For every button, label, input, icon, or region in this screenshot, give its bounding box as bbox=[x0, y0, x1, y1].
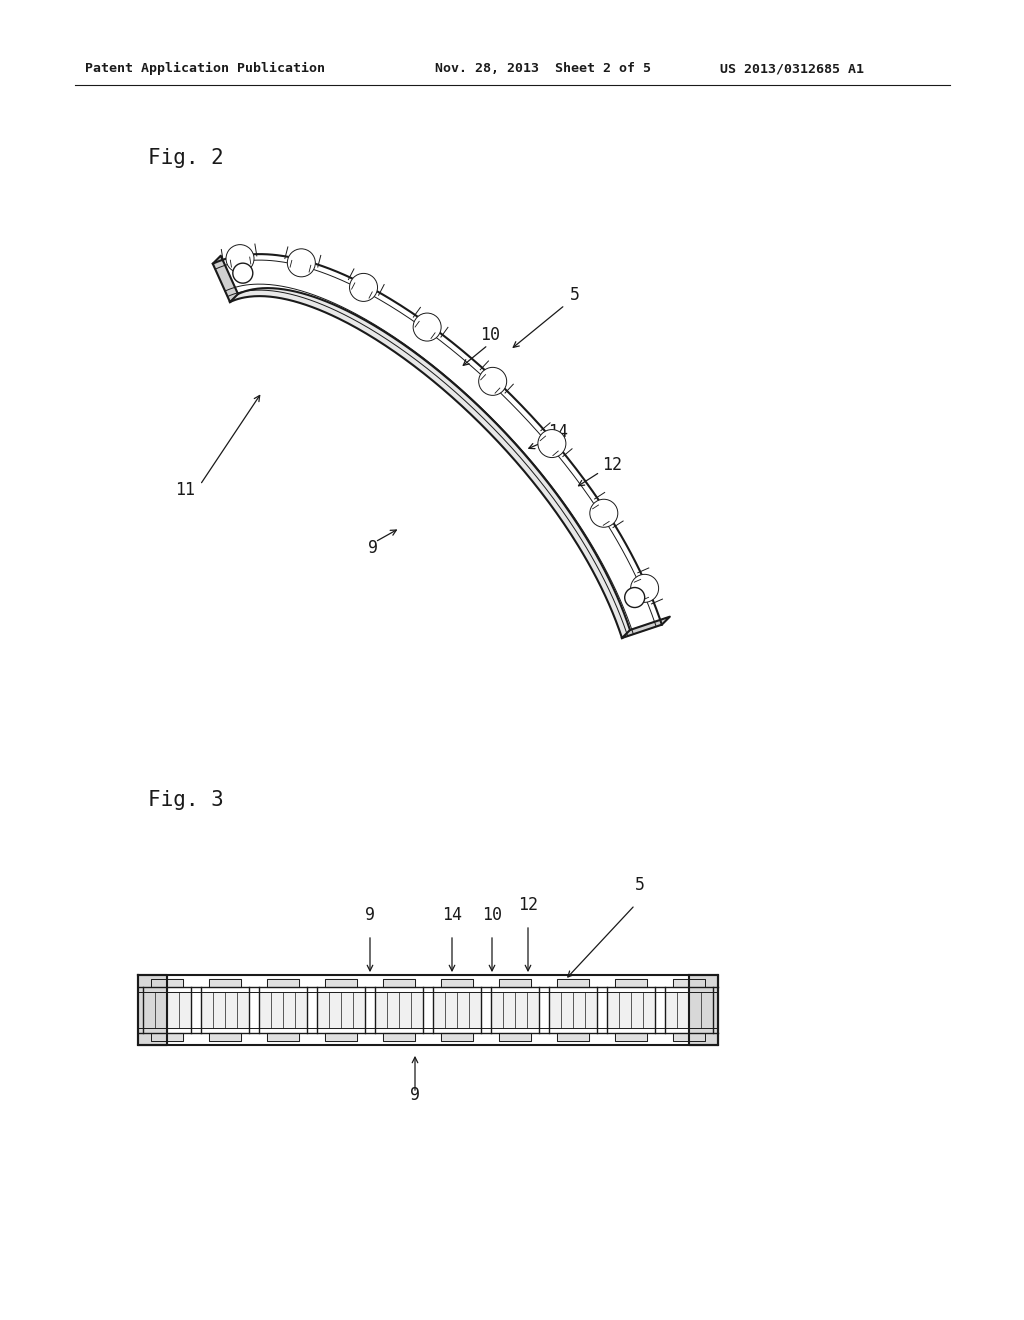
Polygon shape bbox=[138, 975, 167, 1045]
Polygon shape bbox=[606, 993, 655, 1028]
Circle shape bbox=[631, 574, 658, 602]
Circle shape bbox=[625, 587, 645, 607]
Polygon shape bbox=[152, 979, 183, 987]
Polygon shape bbox=[383, 979, 415, 987]
Polygon shape bbox=[213, 256, 238, 302]
Polygon shape bbox=[209, 1034, 241, 1040]
Polygon shape bbox=[673, 1034, 705, 1040]
Text: 14: 14 bbox=[548, 422, 568, 441]
Text: Patent Application Publication: Patent Application Publication bbox=[85, 62, 325, 75]
Polygon shape bbox=[142, 993, 191, 1028]
Circle shape bbox=[538, 429, 566, 458]
Circle shape bbox=[349, 273, 378, 301]
Polygon shape bbox=[499, 1034, 531, 1040]
Polygon shape bbox=[622, 616, 670, 638]
Polygon shape bbox=[615, 1034, 647, 1040]
Text: 12: 12 bbox=[602, 455, 622, 474]
Text: Fig. 2: Fig. 2 bbox=[148, 148, 224, 168]
Polygon shape bbox=[259, 993, 307, 1028]
Text: 9: 9 bbox=[368, 539, 378, 557]
Text: Nov. 28, 2013  Sheet 2 of 5: Nov. 28, 2013 Sheet 2 of 5 bbox=[435, 62, 651, 75]
Polygon shape bbox=[152, 1034, 183, 1040]
Polygon shape bbox=[375, 993, 423, 1028]
Text: 10: 10 bbox=[480, 326, 500, 345]
Polygon shape bbox=[201, 993, 250, 1028]
Text: 5: 5 bbox=[570, 286, 580, 304]
Polygon shape bbox=[209, 979, 241, 987]
Polygon shape bbox=[549, 993, 597, 1028]
Polygon shape bbox=[665, 993, 714, 1028]
Polygon shape bbox=[325, 979, 357, 987]
Text: 11: 11 bbox=[175, 480, 195, 499]
Polygon shape bbox=[689, 975, 718, 1045]
Polygon shape bbox=[441, 1034, 473, 1040]
Polygon shape bbox=[441, 979, 473, 987]
Polygon shape bbox=[325, 1034, 357, 1040]
Circle shape bbox=[288, 249, 315, 277]
Circle shape bbox=[590, 499, 617, 527]
Text: 12: 12 bbox=[518, 896, 538, 913]
Text: 9: 9 bbox=[410, 1086, 420, 1104]
Polygon shape bbox=[383, 1034, 415, 1040]
Text: Fig. 3: Fig. 3 bbox=[148, 789, 224, 810]
Polygon shape bbox=[213, 255, 662, 638]
Polygon shape bbox=[432, 993, 481, 1028]
Polygon shape bbox=[267, 1034, 299, 1040]
Polygon shape bbox=[499, 979, 531, 987]
Circle shape bbox=[413, 313, 441, 341]
Polygon shape bbox=[490, 993, 540, 1028]
Polygon shape bbox=[615, 979, 647, 987]
Polygon shape bbox=[557, 979, 589, 987]
Text: 10: 10 bbox=[482, 906, 502, 924]
Text: 9: 9 bbox=[365, 906, 375, 924]
Circle shape bbox=[478, 367, 507, 396]
Text: US 2013/0312685 A1: US 2013/0312685 A1 bbox=[720, 62, 864, 75]
Circle shape bbox=[226, 244, 254, 273]
Polygon shape bbox=[557, 1034, 589, 1040]
Polygon shape bbox=[230, 288, 630, 638]
Polygon shape bbox=[673, 979, 705, 987]
Polygon shape bbox=[316, 993, 366, 1028]
Circle shape bbox=[232, 263, 253, 284]
Polygon shape bbox=[267, 979, 299, 987]
Text: 5: 5 bbox=[635, 876, 645, 894]
Polygon shape bbox=[138, 975, 718, 1045]
Text: 14: 14 bbox=[442, 906, 462, 924]
